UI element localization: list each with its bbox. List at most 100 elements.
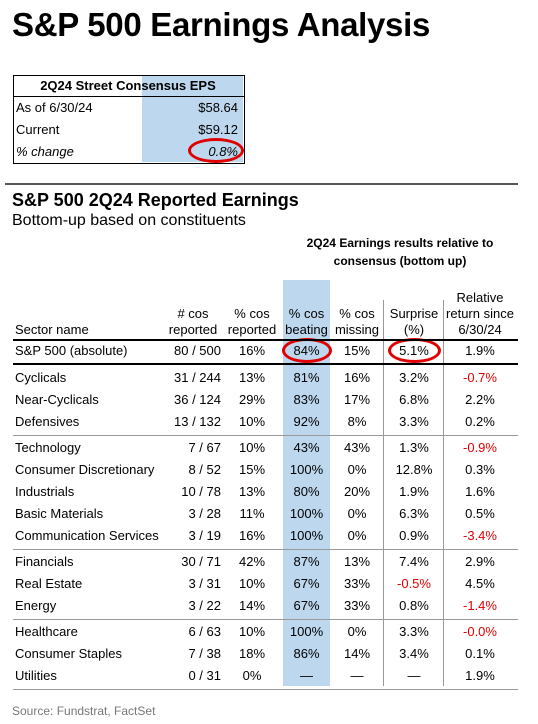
row-label: Real Estate — [15, 576, 83, 591]
section-title: S&P 500 2Q24 Reported Earnings — [12, 190, 299, 210]
cell-value: 43% — [343, 440, 371, 455]
rule — [13, 339, 518, 341]
cell-value: 10 / 78 — [181, 484, 221, 499]
cell-value: 5.1% — [399, 343, 429, 358]
cell-value: 87% — [293, 554, 320, 569]
cell-value: 10% — [238, 414, 266, 429]
cell-value: 3 / 22 — [188, 598, 221, 613]
cell-value: 0.1% — [465, 646, 495, 661]
row-label: Utilities — [15, 668, 57, 683]
cell-value: 2.2% — [465, 392, 495, 407]
cell-value: 1.6% — [465, 484, 495, 499]
page-title: S&P 500 Earnings Analysis — [12, 6, 431, 43]
cell-value: 16% — [238, 528, 266, 543]
cell-value: 3 / 28 — [188, 506, 221, 521]
column-header: Surprise (%) — [389, 306, 439, 337]
eps-label: % change — [16, 144, 74, 159]
cell-value: -0.9% — [463, 440, 497, 455]
column-header: Relative return since 6/30/24 — [446, 290, 514, 337]
rule — [13, 689, 518, 690]
cell-value: 100% — [289, 462, 324, 477]
rule — [13, 435, 518, 436]
cell-value: 67% — [293, 598, 320, 613]
cell-value: 7 / 38 — [188, 646, 221, 661]
cell-value: 100% — [289, 624, 324, 639]
rule — [13, 619, 518, 620]
cell-value: 13 / 132 — [174, 414, 221, 429]
source: Source: Fundstrat, FactSet — [12, 704, 156, 718]
cell-value: 1.3% — [399, 440, 429, 455]
cell-value: -0.0% — [463, 624, 497, 639]
cell-value: 36 / 124 — [174, 392, 221, 407]
row-label: Cyclicals — [15, 370, 67, 385]
cell-value: 8% — [347, 414, 367, 429]
column-header: % cos reported — [227, 306, 277, 337]
eps-label: As of 6/30/24 — [16, 100, 93, 115]
divider — [443, 300, 444, 686]
cell-value: 3.2% — [399, 370, 429, 385]
section-subtitle: Bottom-up based on constituents — [12, 212, 246, 229]
cell-value: 10% — [238, 624, 266, 639]
column-header: # cos reported — [168, 306, 218, 337]
cell-value: 1.9% — [465, 668, 495, 683]
cell-value: 0% — [242, 668, 262, 683]
rule — [13, 363, 518, 365]
cell-value: 6.8% — [399, 392, 429, 407]
cell-value: 17% — [343, 392, 371, 407]
row-label: S&P 500 (absolute) — [15, 343, 128, 358]
cell-value: 0.9% — [399, 528, 429, 543]
row-label: Technology — [15, 440, 81, 455]
cell-value: 80% — [293, 484, 320, 499]
cell-value: — — [350, 668, 364, 683]
cell-value: — — [300, 668, 313, 683]
group-header: 2Q24 Earnings results relative to consen… — [306, 236, 494, 268]
row-label: Near-Cyclicals — [15, 392, 99, 407]
cell-value: 10% — [238, 440, 266, 455]
cell-value: 3.3% — [399, 414, 429, 429]
cell-value: 1.9% — [399, 484, 429, 499]
cell-value: 15% — [238, 462, 266, 477]
eps-value: 0.8% — [208, 144, 238, 159]
cell-value: 0.8% — [399, 598, 429, 613]
eps-box — [13, 75, 245, 164]
cell-value: -0.7% — [463, 370, 497, 385]
column-header: % cos missing — [334, 306, 380, 337]
cell-value: 2.9% — [465, 554, 495, 569]
cell-value: 86% — [293, 646, 320, 661]
row-label: Consumer Staples — [15, 646, 122, 661]
cell-value: 43% — [293, 440, 320, 455]
cell-value: 67% — [293, 576, 320, 591]
column-header: % cos beating — [285, 306, 328, 337]
cell-value: 16% — [343, 370, 371, 385]
rule — [5, 183, 518, 185]
cell-value: 7.4% — [399, 554, 429, 569]
cell-value: 16% — [238, 343, 266, 358]
cell-value: 100% — [289, 528, 324, 543]
cell-value: 81% — [293, 370, 320, 385]
highlight-oval — [188, 138, 244, 163]
cell-value: 29% — [238, 392, 266, 407]
cell-value: 0 / 31 — [188, 668, 221, 683]
rule — [13, 96, 244, 97]
cell-value: 3 / 19 — [188, 528, 221, 543]
cell-value: 0.5% — [465, 506, 495, 521]
cell-value: 13% — [343, 554, 371, 569]
cell-value: 80 / 500 — [174, 343, 221, 358]
cell-value: 83% — [293, 392, 320, 407]
cell-value: 100% — [289, 506, 324, 521]
row-label: Communication Services — [15, 528, 159, 543]
cell-value: 0% — [347, 506, 367, 521]
cell-value: 0% — [347, 528, 367, 543]
row-label: Consumer Discretionary — [15, 462, 155, 477]
rule — [13, 549, 518, 550]
cell-value: 92% — [293, 414, 320, 429]
cell-value: 0.3% — [465, 462, 495, 477]
cell-value: 6.3% — [399, 506, 429, 521]
cell-value: 20% — [343, 484, 371, 499]
row-label: Energy — [15, 598, 57, 613]
row-label: Basic Materials — [15, 506, 104, 521]
cell-value: 3.3% — [399, 624, 429, 639]
row-label: Healthcare — [15, 624, 78, 639]
cell-value: 13% — [238, 484, 266, 499]
